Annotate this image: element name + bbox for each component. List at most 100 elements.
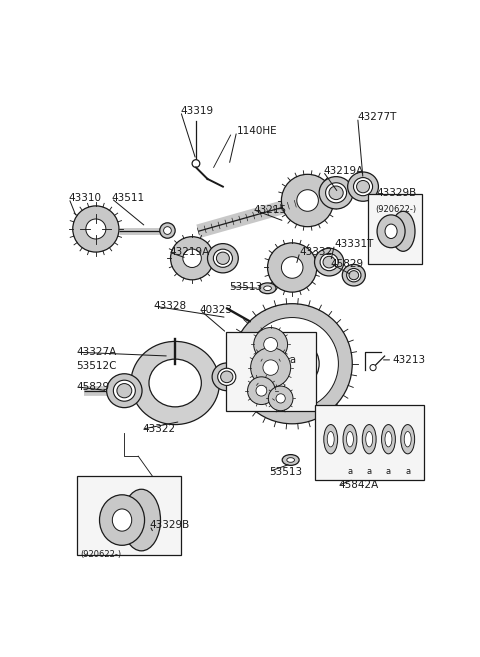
Ellipse shape <box>216 252 229 264</box>
Ellipse shape <box>99 495 144 545</box>
Ellipse shape <box>247 321 337 407</box>
Ellipse shape <box>323 256 336 268</box>
Ellipse shape <box>122 489 160 551</box>
Text: 43310: 43310 <box>69 193 102 203</box>
Circle shape <box>251 348 291 388</box>
Ellipse shape <box>217 368 236 386</box>
Ellipse shape <box>391 212 415 252</box>
Ellipse shape <box>377 215 405 248</box>
Ellipse shape <box>319 177 353 209</box>
Ellipse shape <box>207 244 238 273</box>
Text: a: a <box>348 467 352 476</box>
Circle shape <box>256 385 267 396</box>
Text: (920622-): (920622-) <box>375 205 417 214</box>
Ellipse shape <box>385 224 397 238</box>
Text: 43322: 43322 <box>142 424 175 434</box>
Text: 43331T: 43331T <box>335 239 374 250</box>
FancyBboxPatch shape <box>314 405 424 480</box>
Circle shape <box>264 338 277 351</box>
Circle shape <box>246 317 338 410</box>
Text: 40323: 40323 <box>200 305 233 315</box>
Ellipse shape <box>287 458 295 463</box>
Ellipse shape <box>259 283 276 294</box>
Circle shape <box>268 386 293 411</box>
Text: 43327A: 43327A <box>77 347 117 357</box>
Ellipse shape <box>348 172 378 201</box>
Ellipse shape <box>107 374 142 407</box>
Text: 43213: 43213 <box>392 355 425 365</box>
Circle shape <box>263 360 278 375</box>
Text: (920622-): (920622-) <box>81 550 121 559</box>
Ellipse shape <box>320 254 338 271</box>
Text: 43329B: 43329B <box>377 188 417 198</box>
Ellipse shape <box>342 264 365 286</box>
Text: 45829: 45829 <box>331 259 364 269</box>
Circle shape <box>281 257 303 279</box>
Ellipse shape <box>325 183 347 203</box>
Circle shape <box>164 227 171 235</box>
Text: 53512C: 53512C <box>77 361 117 371</box>
Ellipse shape <box>149 359 201 407</box>
Circle shape <box>73 206 119 252</box>
Circle shape <box>183 249 201 267</box>
Text: 43319: 43319 <box>180 106 214 116</box>
Ellipse shape <box>282 455 299 465</box>
Text: a: a <box>367 467 372 476</box>
Circle shape <box>86 219 106 239</box>
Ellipse shape <box>349 271 359 280</box>
Text: 43332: 43332 <box>300 247 333 257</box>
Ellipse shape <box>324 424 337 454</box>
Ellipse shape <box>221 371 233 382</box>
Ellipse shape <box>385 432 392 447</box>
Ellipse shape <box>362 424 376 454</box>
Ellipse shape <box>404 432 411 447</box>
Ellipse shape <box>347 432 353 447</box>
Circle shape <box>267 243 317 292</box>
Circle shape <box>248 377 275 405</box>
Text: a: a <box>386 467 391 476</box>
Circle shape <box>276 394 285 403</box>
Ellipse shape <box>347 269 361 282</box>
FancyBboxPatch shape <box>369 194 422 264</box>
Ellipse shape <box>366 432 372 447</box>
Text: a: a <box>405 467 410 476</box>
Ellipse shape <box>327 432 334 447</box>
Ellipse shape <box>329 186 343 200</box>
Ellipse shape <box>131 342 219 424</box>
FancyBboxPatch shape <box>77 476 180 555</box>
Text: 53513: 53513 <box>269 466 302 476</box>
Ellipse shape <box>357 181 370 193</box>
Text: 43219A: 43219A <box>169 247 209 257</box>
Ellipse shape <box>112 509 132 531</box>
Ellipse shape <box>401 424 415 454</box>
Ellipse shape <box>353 177 372 196</box>
Text: 43329B: 43329B <box>150 520 190 530</box>
Ellipse shape <box>343 424 357 454</box>
Circle shape <box>297 190 318 212</box>
Text: 43277T: 43277T <box>358 112 397 122</box>
Ellipse shape <box>264 286 271 290</box>
Text: a: a <box>289 355 295 365</box>
Circle shape <box>160 223 175 238</box>
Text: 43511: 43511 <box>111 193 144 203</box>
Text: 1140HE: 1140HE <box>237 126 277 136</box>
Circle shape <box>370 365 376 371</box>
Ellipse shape <box>265 338 319 389</box>
Circle shape <box>232 304 352 424</box>
Ellipse shape <box>117 384 132 397</box>
Text: 43328: 43328 <box>154 301 187 311</box>
Circle shape <box>170 237 214 280</box>
Circle shape <box>254 328 288 361</box>
Text: 45829: 45829 <box>77 382 110 392</box>
Ellipse shape <box>213 249 232 267</box>
Text: 43219A: 43219A <box>323 166 363 176</box>
Ellipse shape <box>382 424 396 454</box>
Circle shape <box>192 160 200 168</box>
Circle shape <box>281 174 334 227</box>
FancyBboxPatch shape <box>226 332 316 411</box>
Ellipse shape <box>113 380 135 401</box>
Ellipse shape <box>314 248 344 276</box>
Text: 45842A: 45842A <box>338 480 379 490</box>
Text: 43215: 43215 <box>254 205 287 215</box>
Text: 53513: 53513 <box>229 282 262 292</box>
